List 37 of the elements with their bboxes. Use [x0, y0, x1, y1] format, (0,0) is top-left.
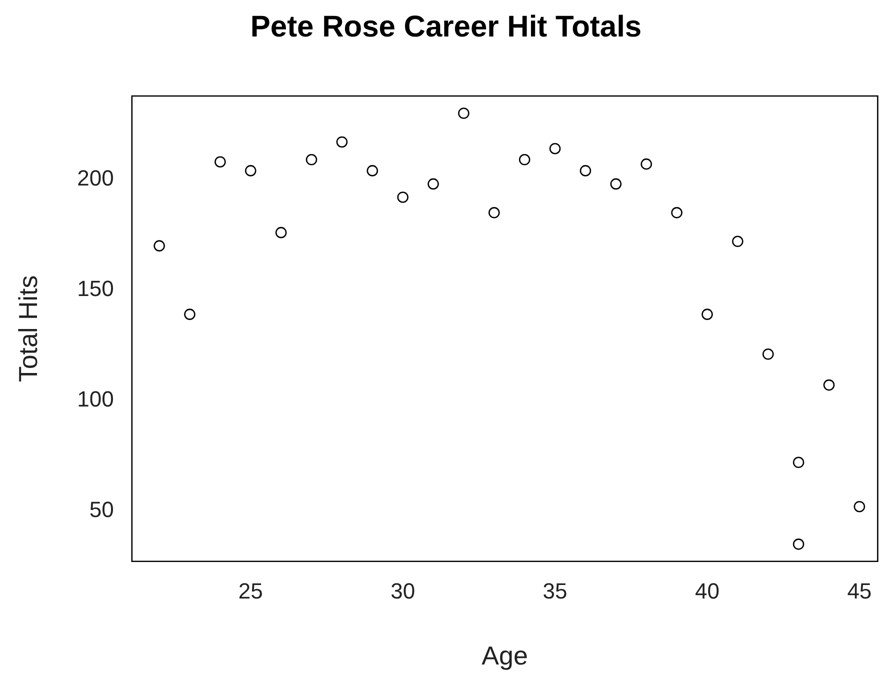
- x-tick-label: 30: [390, 578, 416, 604]
- point: [792, 538, 804, 550]
- y-tick-label: 50: [89, 497, 114, 522]
- point: [488, 207, 500, 218]
- point: [854, 500, 866, 512]
- point: [549, 142, 561, 154]
- x-tick-label: 25: [238, 578, 263, 604]
- x-axis-title: Age: [482, 640, 528, 671]
- point: [732, 236, 744, 248]
- point: [154, 240, 165, 252]
- point: [275, 226, 287, 238]
- y-tick-label: 100: [77, 386, 114, 412]
- point: [823, 379, 835, 391]
- x-tick-label: 40: [694, 578, 720, 604]
- point: [428, 178, 439, 190]
- point: [518, 154, 530, 166]
- y-axis-title: Total Hits: [12, 275, 43, 382]
- x-tick-label: 45: [847, 578, 872, 604]
- point: [792, 456, 804, 468]
- y-tick-label: 150: [77, 276, 114, 302]
- point: [397, 192, 408, 203]
- point: [640, 158, 652, 170]
- point: [580, 165, 592, 176]
- y-tick-label: 200: [77, 166, 114, 191]
- point: [458, 108, 470, 119]
- point: [306, 154, 318, 166]
- point: [610, 178, 622, 190]
- point: [702, 308, 713, 320]
- chart-title: Pete Rose Career Hit Totals: [250, 10, 642, 44]
- point: [184, 308, 196, 320]
- point: [336, 136, 348, 148]
- point: [671, 207, 682, 218]
- point: [244, 165, 256, 176]
- point: [214, 156, 226, 168]
- point: [366, 165, 378, 176]
- point: [762, 348, 774, 360]
- x-tick-label: 35: [542, 578, 568, 604]
